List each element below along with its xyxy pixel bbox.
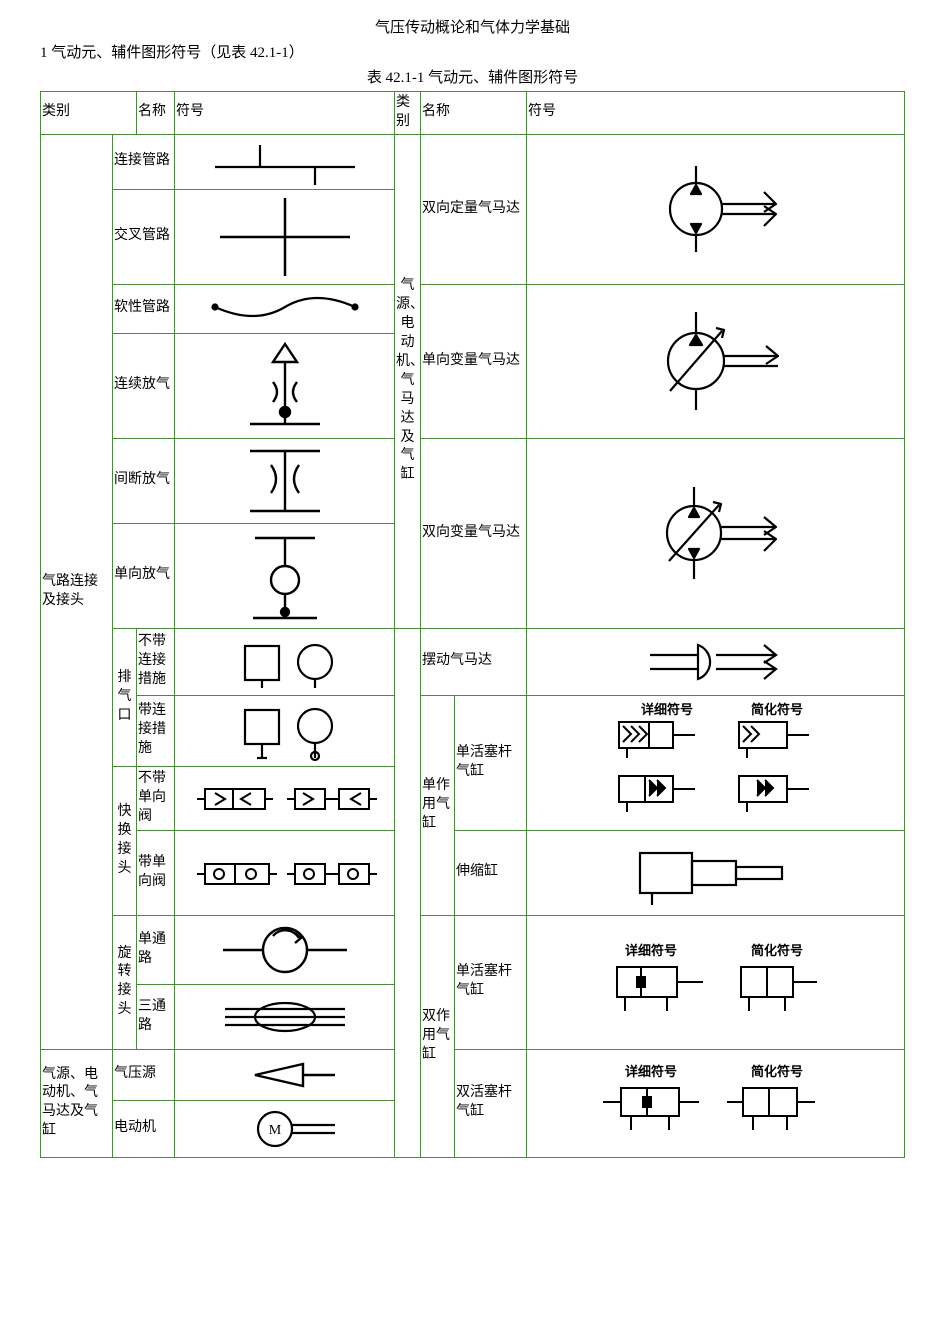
sym-l8 bbox=[175, 695, 395, 766]
lbl-detail: 详细符号 bbox=[641, 702, 693, 717]
page-title: 气压传动概论和气体力学基础 bbox=[40, 16, 905, 37]
hdr-cat-r: 类别 bbox=[395, 92, 421, 135]
sym-r8: 详细符号 简化符号 bbox=[527, 1049, 905, 1157]
sym-r1 bbox=[527, 134, 905, 284]
group-l3: 旋转接头 bbox=[113, 915, 137, 1049]
svg-text:M: M bbox=[268, 1123, 281, 1138]
sym-l7 bbox=[175, 628, 395, 695]
table-row: 间断放气 双向变量气马达 bbox=[41, 438, 905, 523]
table-row: 排气口 不带连接措施 摆动气马达 bbox=[41, 628, 905, 695]
sym-l5 bbox=[175, 438, 395, 523]
svg-text:简化符号: 简化符号 bbox=[751, 702, 803, 717]
cat-right-cont bbox=[395, 628, 421, 1157]
name-l5: 间断放气 bbox=[113, 438, 175, 523]
cat-left-2: 气源、电动机、气马达及气缸 bbox=[41, 1049, 113, 1157]
sym-l4 bbox=[175, 333, 395, 438]
name-l8: 带连接措施 bbox=[137, 695, 175, 766]
sym-l1 bbox=[175, 134, 395, 189]
table-header-row: 类别 名称 符号 类别 名称 符号 bbox=[41, 92, 905, 135]
name-l3: 软性管路 bbox=[113, 284, 175, 333]
table-caption: 表 42.1-1 气动元、辅件图形符号 bbox=[40, 66, 905, 87]
hdr-sym-r: 符号 bbox=[527, 92, 905, 135]
sym-l3 bbox=[175, 284, 395, 333]
sym-r6 bbox=[527, 830, 905, 915]
name-r4: 摆动气马达 bbox=[421, 628, 527, 695]
name-r8: 双活塞杆气缸 bbox=[455, 1049, 527, 1157]
svg-text:简化符号: 简化符号 bbox=[751, 1064, 803, 1079]
group-l1: 排气口 bbox=[113, 628, 137, 766]
name-r3: 双向变量气马达 bbox=[421, 438, 527, 628]
name-r1: 双向定量气马达 bbox=[421, 134, 527, 284]
sym-l14: M bbox=[175, 1100, 395, 1157]
sym-l11 bbox=[175, 915, 395, 984]
group-l2: 快换接头 bbox=[113, 766, 137, 915]
name-l11: 单通路 bbox=[137, 915, 175, 984]
sym-l10 bbox=[175, 830, 395, 915]
table-row: 带单向阀 伸缩缸 bbox=[41, 830, 905, 915]
group-r2: 双作用气缸 bbox=[421, 915, 455, 1157]
table-row: 带连接措施 单作用气缸 单活塞杆气缸 详细符号 简化符号 bbox=[41, 695, 905, 766]
sym-r7: 详细符号 简化符号 bbox=[527, 915, 905, 1049]
hdr-name-l: 名称 bbox=[137, 92, 175, 135]
cat-right-1: 气源、电动机、气马达及气缸 bbox=[395, 134, 421, 628]
section-heading: 1 气动元、辅件图形符号（见表 42.1-1） bbox=[40, 41, 905, 62]
sym-r3 bbox=[527, 438, 905, 628]
sym-l12 bbox=[175, 984, 395, 1049]
name-r5: 单活塞杆气缸 bbox=[455, 695, 527, 830]
name-r6: 伸缩缸 bbox=[455, 830, 527, 915]
svg-text:详细符号: 详细符号 bbox=[625, 943, 677, 958]
group-r1: 单作用气缸 bbox=[421, 695, 455, 915]
hdr-cat-l: 类别 bbox=[41, 92, 137, 135]
table-row: 气源、电动机、气马达及气缸 气压源 双活塞杆气缸 详细符号 简化符号 bbox=[41, 1049, 905, 1100]
name-l12: 三通路 bbox=[137, 984, 175, 1049]
sym-l9 bbox=[175, 766, 395, 830]
name-l2: 交叉管路 bbox=[113, 189, 175, 284]
svg-text:简化符号: 简化符号 bbox=[751, 943, 803, 958]
cat-left-1: 气路连接及接头 bbox=[41, 134, 113, 1049]
name-l6: 单向放气 bbox=[113, 523, 175, 628]
svg-text:详细符号: 详细符号 bbox=[625, 1064, 677, 1079]
table-row: 旋转接头 单通路 双作用气缸 单活塞杆气缸 详细符号 简化符号 bbox=[41, 915, 905, 984]
hdr-name-r: 名称 bbox=[421, 92, 527, 135]
name-l14: 电动机 bbox=[113, 1100, 175, 1157]
table-row: 软性管路 单向变量气马达 bbox=[41, 284, 905, 333]
sym-l6 bbox=[175, 523, 395, 628]
name-l4: 连续放气 bbox=[113, 333, 175, 438]
name-l13: 气压源 bbox=[113, 1049, 175, 1100]
sym-r2 bbox=[527, 284, 905, 438]
name-l9: 不带单向阀 bbox=[137, 766, 175, 830]
name-r7: 单活塞杆气缸 bbox=[455, 915, 527, 1049]
hdr-sym-l: 符号 bbox=[175, 92, 395, 135]
table-row: 气路连接及接头 连接管路 气源、电动机、气马达及气缸 双向定量气马达 bbox=[41, 134, 905, 189]
symbols-table: 类别 名称 符号 类别 名称 符号 气路连接及接头 连接管路 气源、电动机、气马… bbox=[40, 91, 905, 1158]
name-l7: 不带连接措施 bbox=[137, 628, 175, 695]
sym-l2 bbox=[175, 189, 395, 284]
name-l10: 带单向阀 bbox=[137, 830, 175, 915]
sym-r4 bbox=[527, 628, 905, 695]
name-r2: 单向变量气马达 bbox=[421, 284, 527, 438]
sym-l13 bbox=[175, 1049, 395, 1100]
name-l1: 连接管路 bbox=[113, 134, 175, 189]
sym-r5: 详细符号 简化符号 bbox=[527, 695, 905, 830]
